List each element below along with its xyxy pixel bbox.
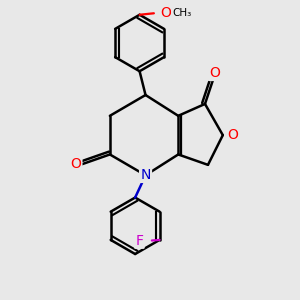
Text: CH₃: CH₃ <box>172 8 191 18</box>
Text: O: O <box>70 157 81 171</box>
Text: O: O <box>227 128 238 142</box>
Text: O: O <box>160 6 171 20</box>
Text: F: F <box>135 233 143 248</box>
Text: N: N <box>140 168 151 182</box>
Text: O: O <box>209 66 220 80</box>
